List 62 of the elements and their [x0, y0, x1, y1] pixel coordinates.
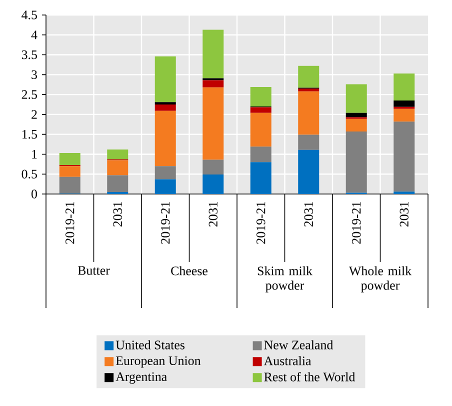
y-tick-label: 3: [32, 70, 37, 80]
legend-label: New Zealand: [264, 340, 334, 350]
bar: [154, 104, 176, 111]
bar: [107, 149, 128, 160]
y-tick-label: 2.5: [22, 90, 37, 99]
bar: [154, 179, 176, 194]
bar: [250, 107, 272, 113]
text: Butter: [78, 266, 110, 275]
text: Cheese: [171, 266, 208, 276]
x-tick-label: 2019-21: [161, 202, 170, 244]
y-tick-label: 1: [32, 150, 37, 158]
y-tick-label: 2: [32, 110, 37, 119]
bar: [346, 118, 367, 132]
bar: [346, 132, 367, 193]
bar: [59, 166, 80, 177]
bar: [202, 174, 224, 194]
x-tick-label: 2019-21: [256, 202, 266, 244]
bar: [202, 87, 224, 160]
bar: [298, 134, 320, 150]
y-tick-label: 4: [31, 30, 38, 40]
y-tick-label: 0: [32, 190, 37, 198]
bar: [394, 108, 415, 122]
x-tick-label: 2031: [304, 202, 313, 227]
bar: [394, 122, 415, 192]
x-tick-label: 2031: [400, 202, 408, 227]
legend-label: United States: [116, 340, 185, 350]
bar: [298, 66, 320, 88]
legend-label: Australia: [264, 356, 312, 366]
text: Whole milk powder: [348, 266, 412, 292]
legend-label: Rest of the World: [264, 372, 356, 382]
bar: [250, 146, 272, 162]
y-tick-label: 0.5: [22, 170, 37, 179]
bar: [394, 100, 415, 107]
bar: [346, 84, 367, 113]
legend-label: European Union: [116, 356, 201, 368]
bar: [107, 175, 128, 192]
bar: [298, 91, 320, 135]
bar: [250, 112, 272, 147]
bar: [250, 87, 272, 106]
x-tick-label: 2019-21: [352, 202, 361, 244]
bar: [202, 30, 224, 78]
bar: [250, 162, 272, 194]
bar: [298, 150, 320, 194]
bar: [394, 73, 415, 101]
bar: [202, 80, 224, 88]
y-tick-label: 1.5: [22, 130, 37, 139]
text: Skim milk powder: [258, 266, 312, 292]
x-tick-label: 2031: [113, 202, 122, 227]
bar: [59, 153, 80, 165]
bar: [298, 88, 320, 92]
bar: [59, 176, 80, 194]
y-tick-label: 3.5: [22, 50, 37, 60]
legend-label: Argentina: [116, 372, 167, 384]
bar: [107, 160, 128, 176]
y-tick-label: 4.5: [22, 10, 37, 20]
x-tick-label: 2019-21: [66, 202, 74, 244]
x-tick-label: 2031: [208, 202, 218, 227]
bar: [154, 56, 176, 102]
bar: [154, 166, 176, 180]
bar: [346, 112, 367, 118]
bar: [154, 110, 176, 166]
bar: [202, 160, 224, 175]
